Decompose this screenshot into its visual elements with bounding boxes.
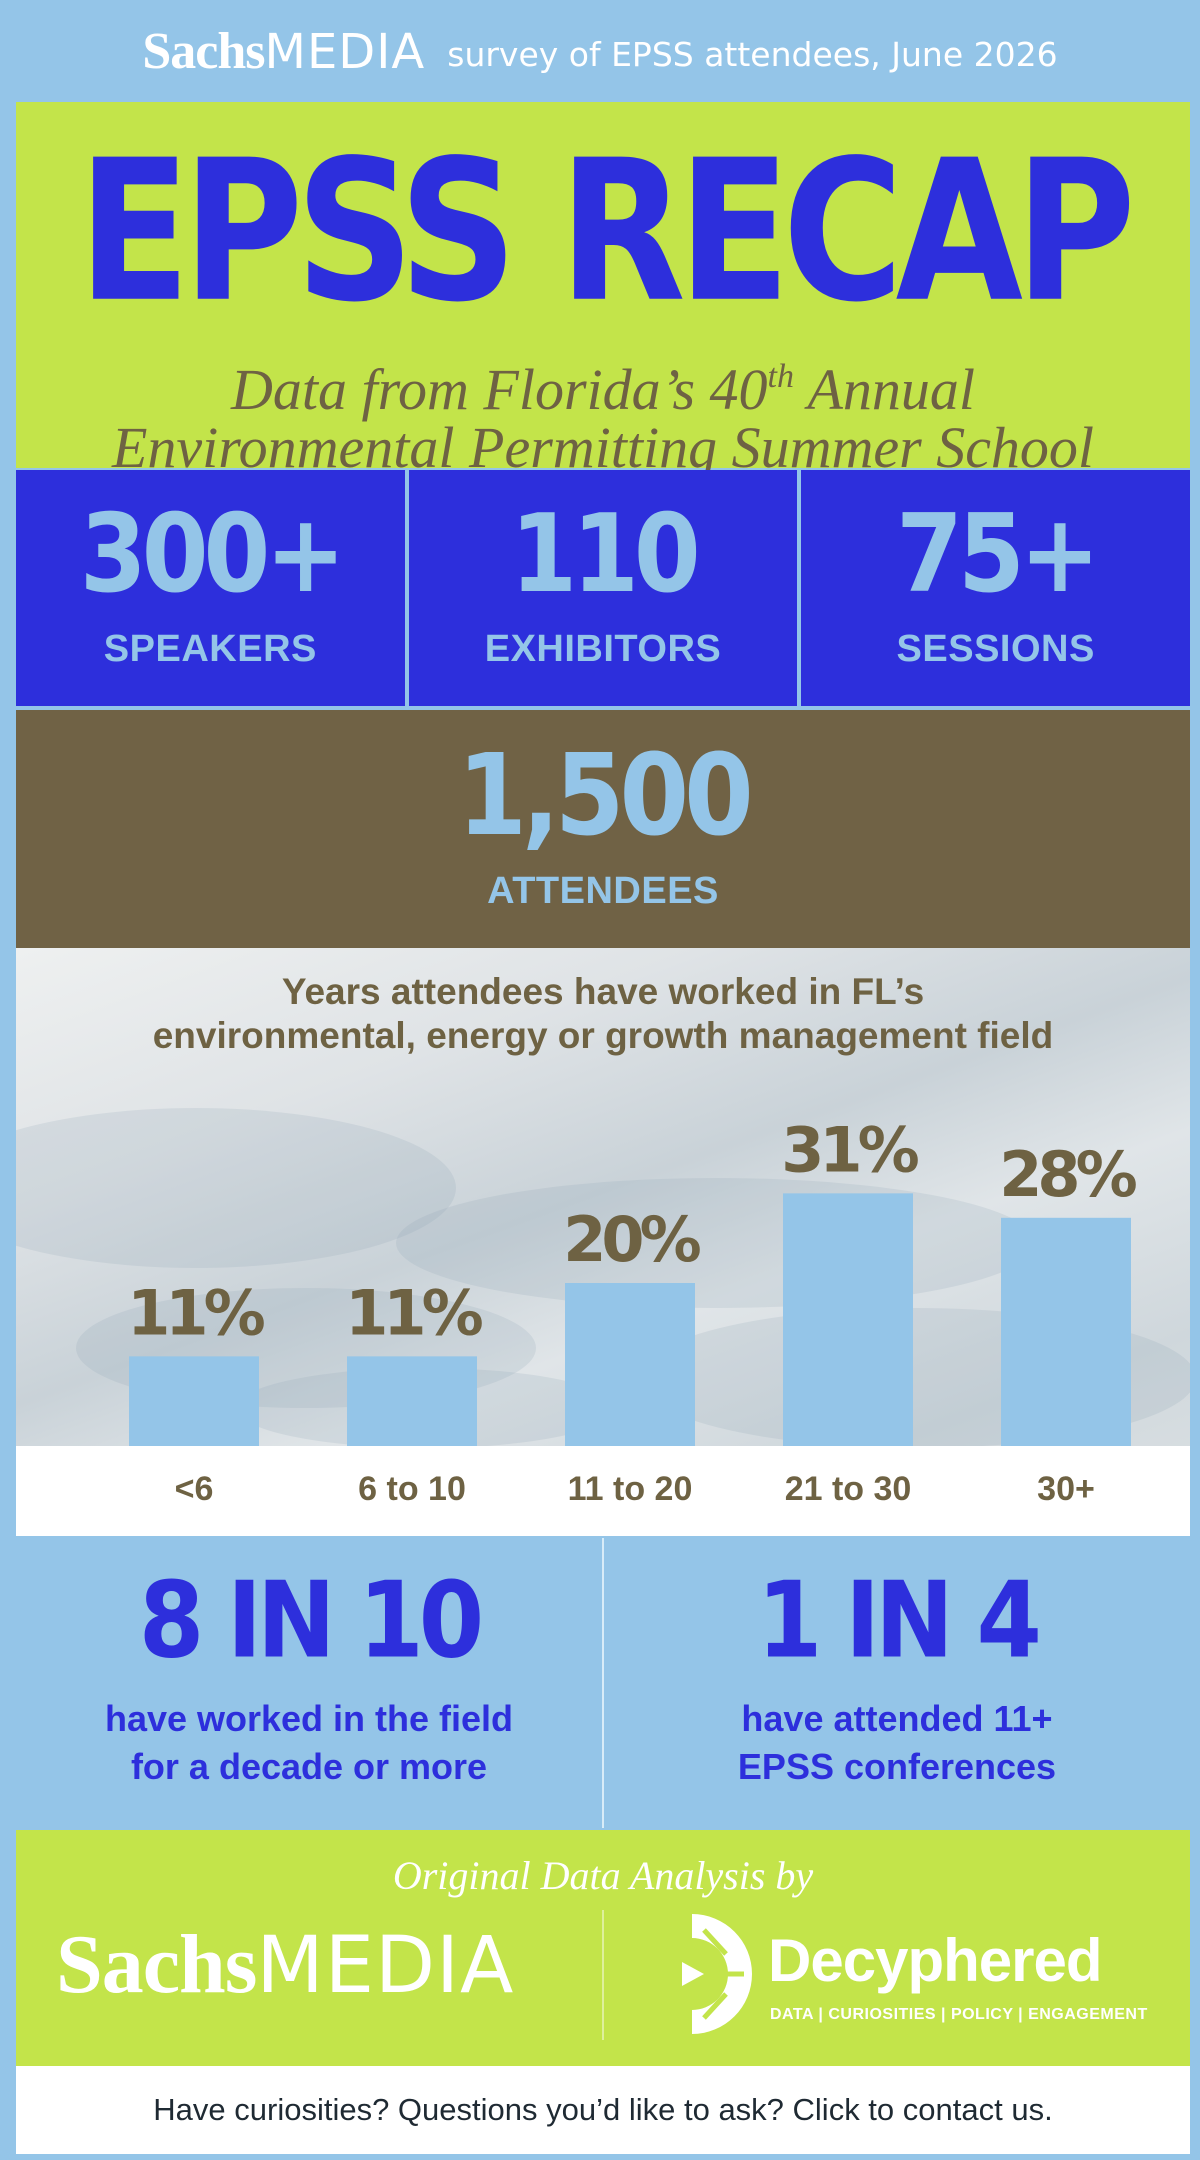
chart-title-line1: Years attendees have worked in FL’s	[281, 971, 925, 1012]
logo-divider	[602, 1910, 604, 2040]
fact-stat: 1 IN 4	[757, 1560, 1042, 1683]
years-worked-chart-card: Years attendees have worked in FL’s envi…	[16, 948, 1190, 1536]
fact-stat: 8 IN 10	[138, 1560, 484, 1683]
sachs-media-logo[interactable]: Sachs MEDIA	[56, 1916, 514, 2013]
stats-row: 300+ SPEAKERS 110 EXHIBITORS 75+ SESSION…	[16, 470, 1191, 706]
bar-0	[129, 1356, 259, 1446]
stat-sessions: 75+ SESSIONS	[801, 470, 1191, 706]
brand-part2: MEDIA	[256, 1921, 515, 2011]
fact-conferences: 1 IN 4 have attended 11+ EPSS conference…	[602, 1538, 1190, 1828]
bar-value-label-0: 11%	[127, 1276, 264, 1349]
stat-label: SESSIONS	[896, 627, 1095, 670]
attendees-panel: 1,500 ATTENDEES	[16, 710, 1190, 948]
stat-label: EXHIBITORS	[484, 627, 722, 670]
page-subtitle: Data from Florida’s 40th Annual Environm…	[16, 348, 1190, 477]
category-label-3: 21 to 30	[785, 1470, 912, 1508]
decyphered-tagline: DATA | CURIOSITIES | POLICY | ENGAGEMENT	[770, 2006, 1148, 2023]
attendees-label: ATTENDEES	[487, 869, 719, 912]
subtitle-line1-pre: Data from Florida’s 40	[230, 357, 768, 422]
page-title: EPSS RECAP	[78, 117, 1136, 346]
subtitle-line1-post: Annual	[794, 357, 975, 422]
category-label-0: <6	[175, 1470, 214, 1508]
fact-text-line1: have attended 11+	[741, 1698, 1053, 1739]
brand-part2: MEDIA	[264, 23, 426, 80]
category-label-1: 6 to 10	[358, 1470, 466, 1508]
sachs-media-logo[interactable]: Sachs MEDIA	[142, 22, 425, 81]
bar-2	[565, 1283, 695, 1446]
stat-exhibitors: 110 EXHIBITORS	[408, 470, 798, 706]
category-label-2: 11 to 20	[568, 1470, 693, 1508]
chart-title-line2: environmental, energy or growth manageme…	[152, 1015, 1054, 1056]
fact-text-line2: EPSS conferences	[737, 1746, 1057, 1787]
stat-value: 300+	[79, 490, 346, 617]
credits-panel: Original Data Analysis by Sachs MEDIA Dec…	[16, 1830, 1190, 2066]
stat-value: 110	[510, 490, 700, 617]
survey-note: survey of EPSS attendees, June 2026	[447, 34, 1058, 74]
facts-row: 8 IN 10 have worked in the field for a d…	[16, 1538, 1190, 1828]
stat-speakers: 300+ SPEAKERS	[16, 470, 405, 706]
fact-text-line2: for a decade or more	[130, 1746, 488, 1787]
category-label-4: 30+	[1037, 1470, 1095, 1508]
bar-3	[783, 1193, 913, 1446]
attendees-value: 1,500	[457, 729, 753, 861]
fact-text: have worked in the field for a decade or…	[105, 1695, 513, 1791]
decyphered-name: Decyphered	[768, 1927, 1102, 1994]
bar-value-label-3: 31%	[781, 1113, 918, 1186]
bar-value-label-2: 20%	[563, 1203, 700, 1276]
stat-value: 75+	[896, 490, 1100, 617]
subtitle-line2: Environmental Permitting Summer School	[111, 415, 1095, 480]
category-axis-band	[16, 1446, 1190, 1536]
brand-part1: Sachs	[142, 22, 265, 80]
contact-text: Have curiosities? Questions you’d like t…	[153, 2092, 1053, 2127]
chart-title: Years attendees have worked in FL’s envi…	[16, 970, 1190, 1058]
bar-1	[347, 1356, 477, 1446]
bar-chart: 11% <6 11% 6 to 10 20% 11 to 20 31% 21 to 30 28%…	[127, 1113, 1141, 1508]
brand-part1: Sachs	[56, 1918, 257, 2011]
credit-heading: Original Data Analysis by	[392, 1853, 814, 1898]
decyphered-logo-icon[interactable]	[682, 1910, 756, 2038]
header-bar: Sachs MEDIA survey of EPSS attendees, Jun…	[0, 0, 1200, 102]
subtitle-ordinal: th	[767, 358, 794, 395]
title-banner: EPSS RECAP Data from Florida’s 40th Annu…	[16, 102, 1190, 477]
fact-decade: 8 IN 10 have worked in the field for a d…	[16, 1538, 602, 1828]
bar-value-label-4: 28%	[999, 1138, 1136, 1211]
bar-value-label-1: 11%	[345, 1276, 482, 1349]
contact-link[interactable]: Have curiosities? Questions you’d like t…	[16, 2066, 1190, 2154]
stat-label: SPEAKERS	[103, 627, 317, 670]
bar-4	[1001, 1217, 1131, 1446]
fact-text: have attended 11+ EPSS conferences	[738, 1695, 1056, 1791]
fact-text-line1: have worked in the field	[104, 1698, 514, 1739]
